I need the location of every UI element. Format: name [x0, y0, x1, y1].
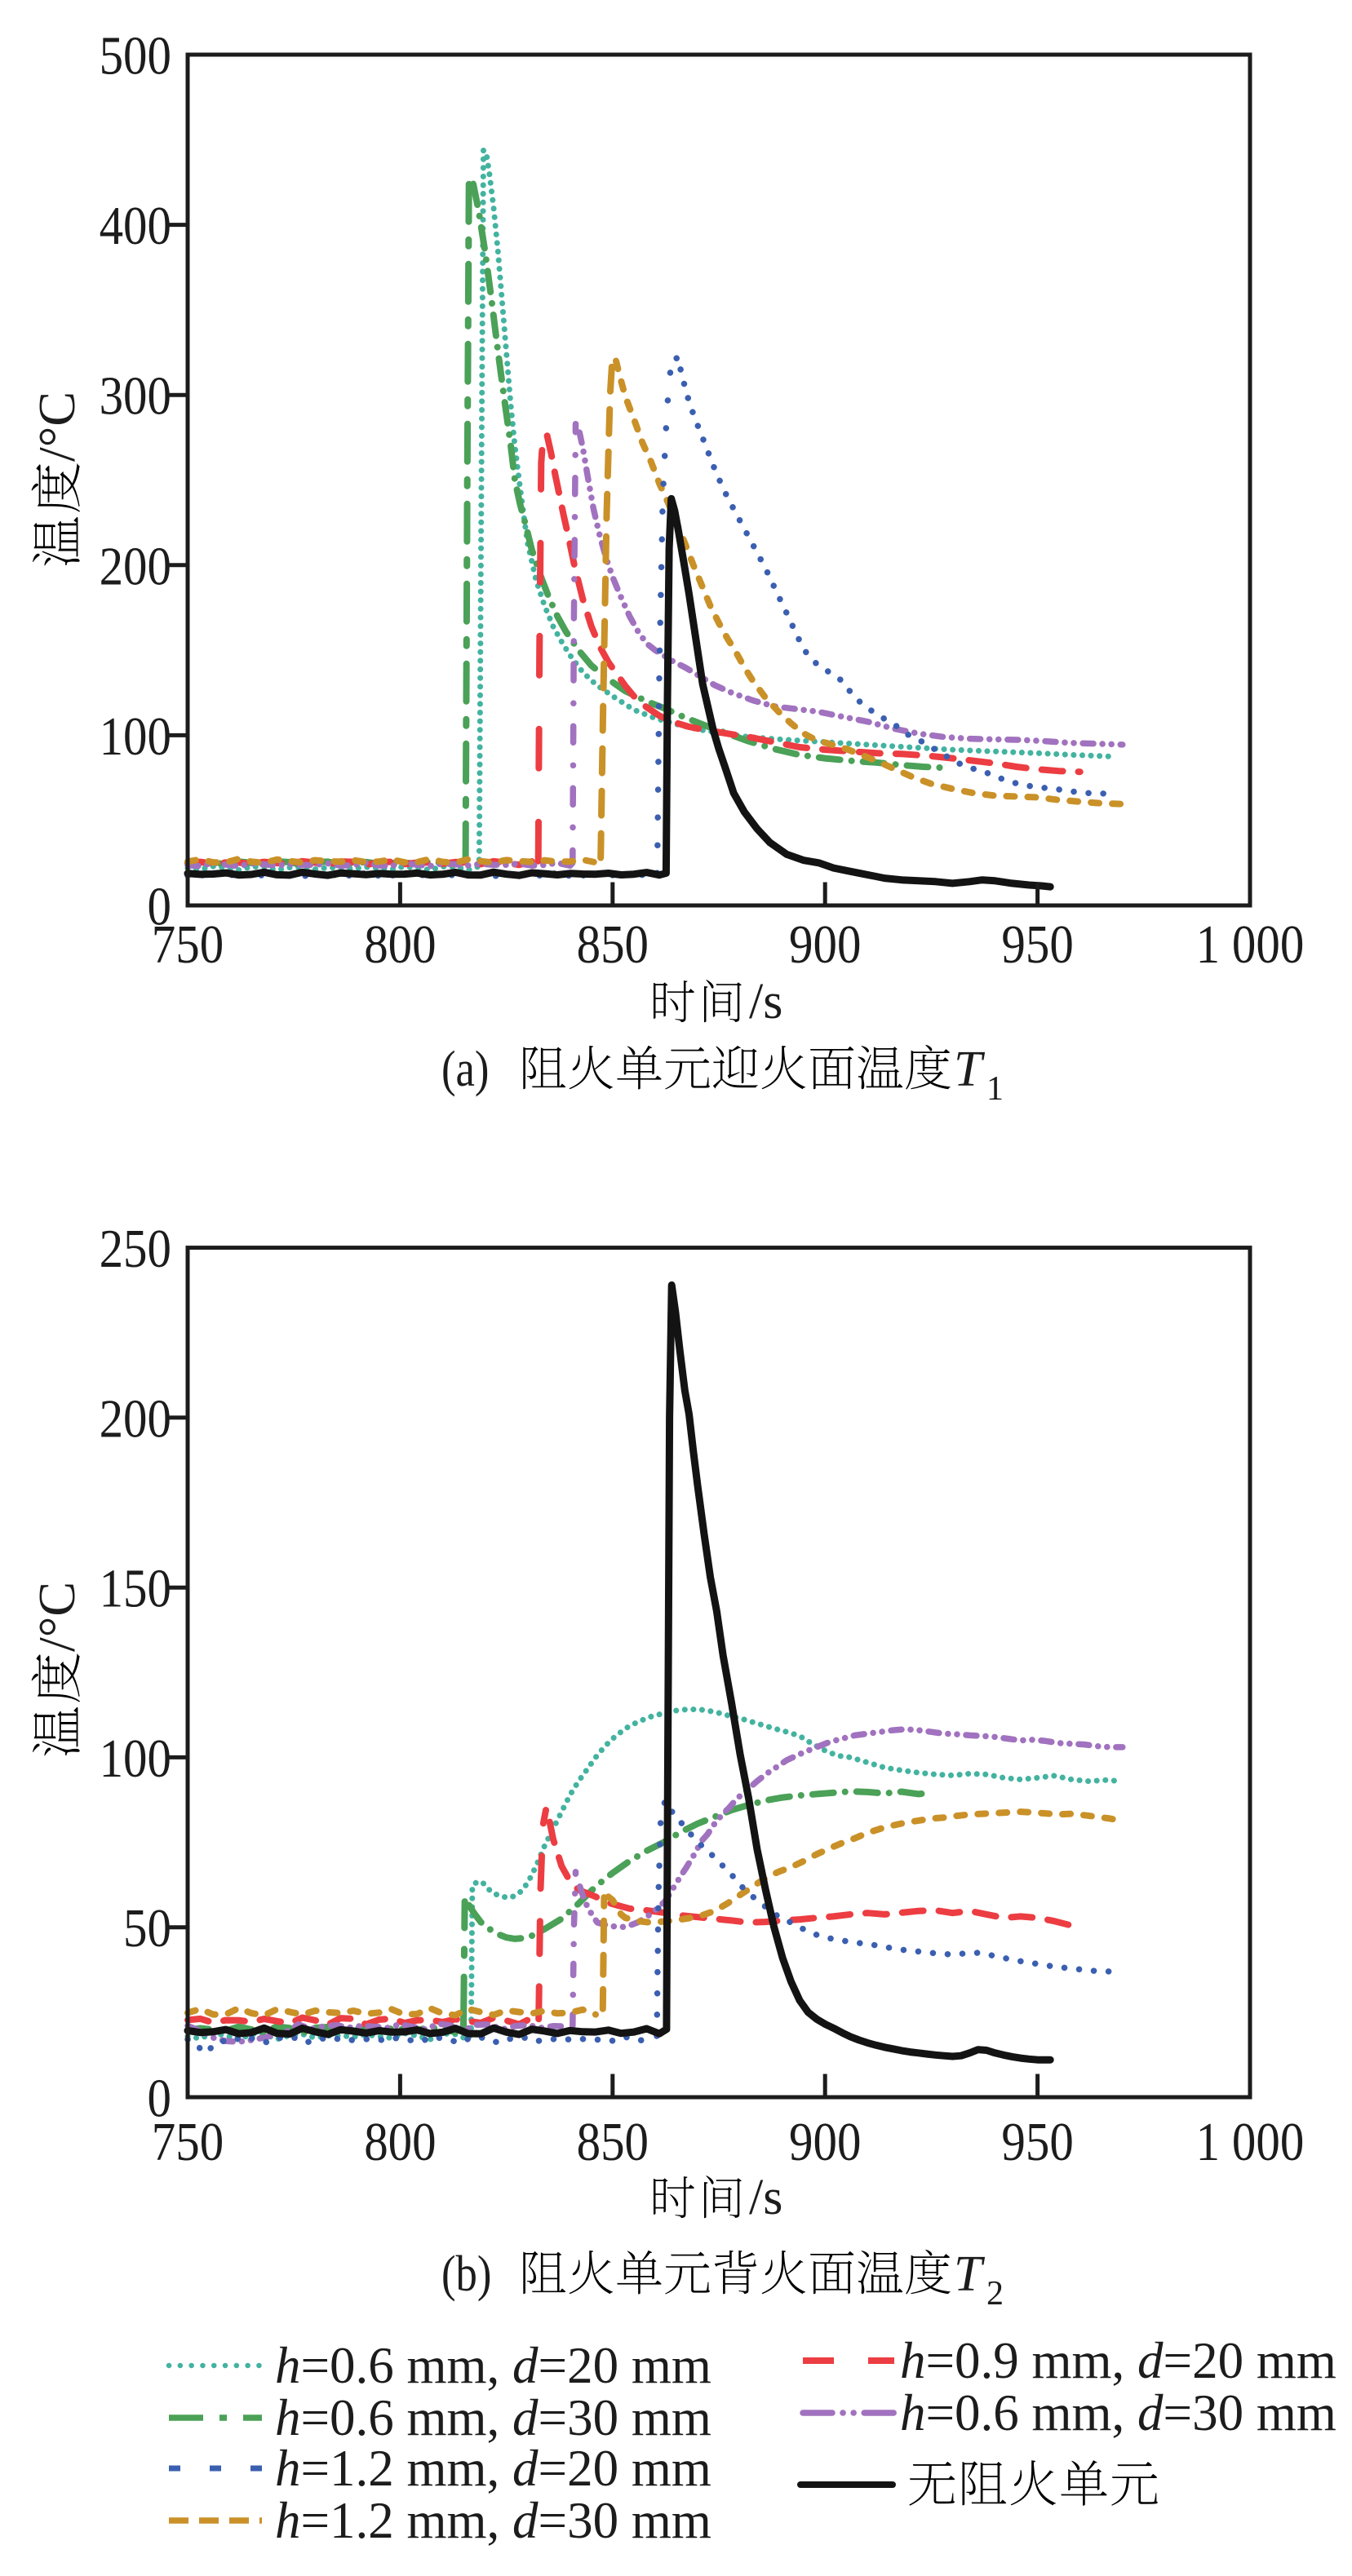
svg-text:(a): (a)	[441, 1042, 489, 1097]
svg-text:1 000: 1 000	[1196, 914, 1305, 975]
svg-text:250: 250	[100, 1219, 171, 1279]
svg-text:900: 900	[789, 914, 861, 975]
svg-text:T: T	[954, 2246, 986, 2302]
svg-text:h=0.9 mm, d=20 mm: h=0.9 mm, d=20 mm	[900, 2332, 1336, 2389]
svg-text:850: 850	[577, 914, 649, 975]
svg-text:950: 950	[1001, 2112, 1073, 2172]
svg-text:800: 800	[364, 2112, 436, 2172]
svg-text:h=0.6 mm, d=20 mm: h=0.6 mm, d=20 mm	[275, 2337, 711, 2394]
svg-text:1 000: 1 000	[1196, 2112, 1305, 2172]
svg-text:1: 1	[986, 1070, 1004, 1108]
svg-text:T: T	[954, 1042, 986, 1097]
svg-text:100: 100	[100, 1728, 171, 1788]
svg-text:300: 300	[100, 365, 171, 426]
svg-text:850: 850	[577, 2112, 649, 2172]
svg-text:0: 0	[148, 2068, 171, 2128]
svg-text:h=0.6 mm, d=30 mm: h=0.6 mm, d=30 mm	[275, 2389, 711, 2446]
svg-text:200: 200	[100, 536, 171, 596]
svg-text:h=1.2 mm, d=20 mm: h=1.2 mm, d=20 mm	[275, 2440, 711, 2497]
svg-text:50: 50	[123, 1898, 171, 1959]
svg-text:950: 950	[1001, 914, 1073, 975]
svg-text:200: 200	[100, 1388, 171, 1449]
svg-text:h=1.2 mm, d=30 mm: h=1.2 mm, d=30 mm	[275, 2492, 711, 2549]
svg-text:/°C: /°C	[28, 1582, 86, 1652]
svg-text:100: 100	[100, 706, 171, 766]
svg-text:(b): (b)	[441, 2246, 491, 2302]
svg-text:750: 750	[152, 2112, 224, 2172]
svg-text:2: 2	[986, 2275, 1004, 2313]
svg-text:400: 400	[100, 196, 171, 256]
svg-text:500: 500	[100, 25, 171, 86]
svg-text:/°C: /°C	[28, 392, 86, 462]
svg-text:h=0.6 mm, d=30 mm: h=0.6 mm, d=30 mm	[900, 2384, 1336, 2441]
svg-text:900: 900	[789, 2112, 861, 2172]
svg-text:150: 150	[100, 1558, 171, 1618]
svg-text:/s: /s	[749, 974, 782, 1029]
svg-text:/s: /s	[749, 2170, 782, 2225]
svg-text:0: 0	[148, 876, 171, 936]
svg-text:800: 800	[364, 914, 436, 975]
svg-text:750: 750	[152, 914, 224, 975]
